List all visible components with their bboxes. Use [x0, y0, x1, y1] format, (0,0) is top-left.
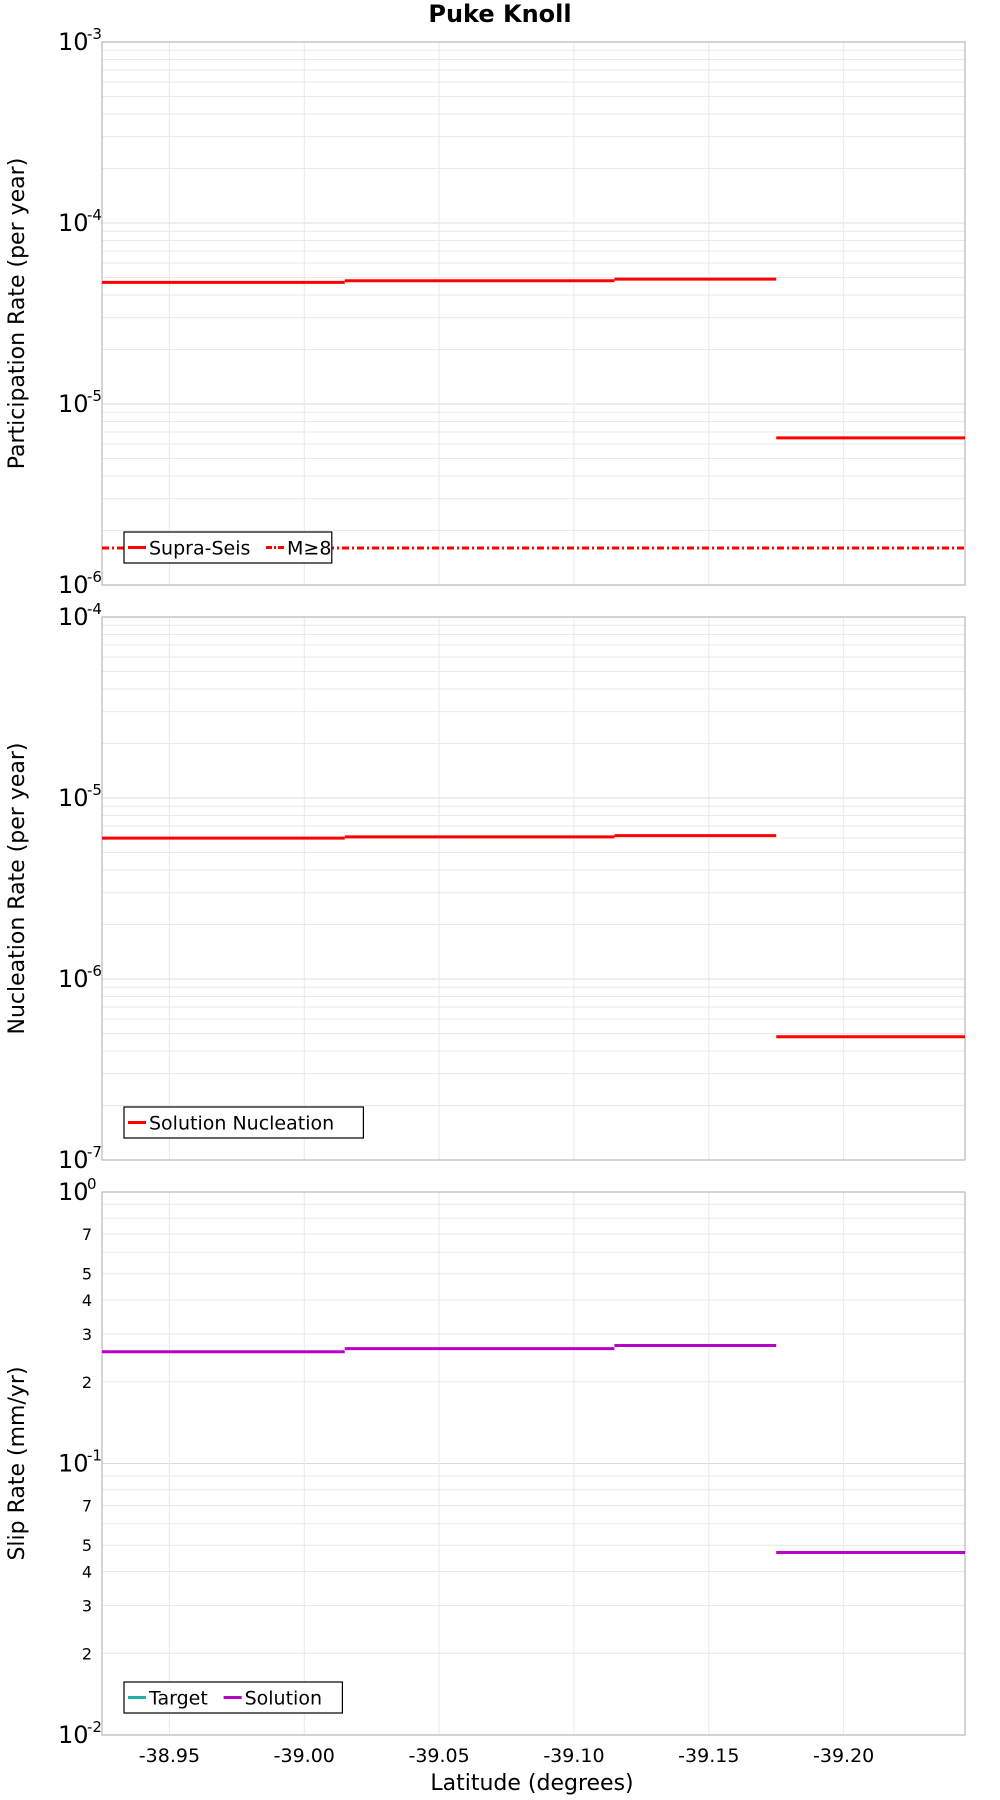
y-minor-tick-label: 3 [82, 1325, 92, 1344]
legend: Target Solution [123, 1681, 343, 1714]
grid [102, 1192, 965, 1736]
plot-frame [101, 1191, 966, 1736]
legend-box [123, 531, 333, 564]
y-minor-tick-label: 3 [82, 1596, 92, 1615]
plot-frame [101, 616, 966, 1161]
legend-box [123, 1106, 364, 1139]
plot-area [102, 617, 965, 1160]
y-axis-label: Nucleation Rate (per year) [5, 743, 30, 1035]
x-tick-label: -39.15 [678, 1745, 739, 1767]
chart-title: Puke Knoll [428, 0, 571, 28]
plot-frame [101, 41, 966, 586]
x-tick-label: -39.10 [543, 1745, 604, 1767]
y-tick-label: 10 [58, 28, 89, 56]
y-minor-tick-label: 7 [82, 1497, 92, 1516]
y-tick-exponent: -2 [87, 1718, 102, 1736]
y-minor-tick-label: 5 [82, 1265, 92, 1284]
legend: Solution Nucleation [123, 1106, 364, 1139]
y-tick-exponent: -1 [87, 1447, 102, 1465]
y-tick-label: 10 [58, 784, 89, 812]
y-tick-exponent: -6 [87, 568, 102, 586]
plot-area [102, 42, 965, 585]
series-supra-seis [102, 277, 965, 440]
y-tick-exponent: -5 [87, 781, 102, 799]
legend-label: Supra-Seis [149, 538, 250, 560]
grid [102, 617, 965, 1161]
y-tick-label: 10 [58, 571, 89, 599]
y-tick-exponent: -5 [87, 387, 102, 405]
y-tick-label: 10 [58, 1450, 89, 1478]
series-solution-nucleation [102, 834, 965, 1039]
y-tick-label: 10 [58, 965, 89, 993]
x-tick-label: -38.95 [139, 1745, 200, 1767]
y-tick-exponent: -4 [87, 600, 102, 618]
legend-label: Solution [245, 1688, 322, 1710]
y-tick-label: 10 [58, 1721, 89, 1749]
x-tick-label: -39.20 [813, 1745, 874, 1767]
x-tick-label: -39.05 [408, 1745, 469, 1767]
legend-label: Target [148, 1688, 208, 1710]
legend-label: Solution Nucleation [149, 1113, 334, 1135]
series-solution [102, 1344, 965, 1555]
y-tick-exponent: -6 [87, 962, 102, 980]
y-axis-label: Participation Rate (per year) [5, 158, 30, 470]
y-minor-tick-label: 4 [82, 1563, 92, 1582]
y-axis-label: Slip Rate (mm/yr) [5, 1366, 30, 1560]
y-tick-label: 10 [58, 603, 89, 631]
y-tick-exponent: -4 [87, 206, 102, 224]
grid [102, 42, 965, 586]
y-tick-label: 10 [58, 1146, 89, 1174]
y-minor-tick-label: 5 [82, 1536, 92, 1555]
y-tick-label: 10 [58, 209, 89, 237]
y-minor-tick-label: 4 [82, 1291, 92, 1310]
y-tick-exponent: -3 [87, 25, 102, 43]
x-axis-label: Latitude (degrees) [430, 1771, 633, 1796]
y-tick-exponent: -7 [87, 1143, 102, 1161]
y-minor-tick-label: 2 [82, 1373, 92, 1392]
y-minor-tick-label: 7 [82, 1225, 92, 1244]
y-minor-tick-label: 2 [82, 1644, 92, 1663]
legend: Supra-Seis M≥8 [123, 531, 333, 564]
x-tick-label: -39.00 [274, 1745, 335, 1767]
y-tick-label: 10 [58, 1178, 89, 1206]
y-tick-label: 10 [58, 390, 89, 418]
y-tick-exponent: 0 [87, 1175, 97, 1193]
legend-label: M≥8 [287, 538, 331, 560]
